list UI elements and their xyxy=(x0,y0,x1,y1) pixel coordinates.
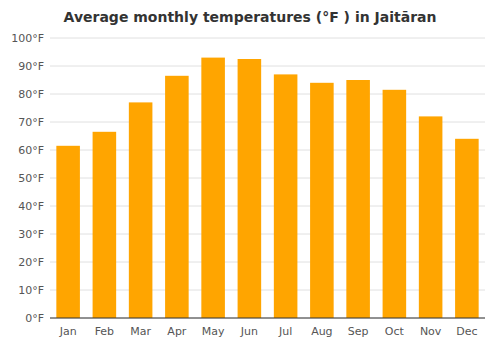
x-tick-label: Feb xyxy=(95,325,114,338)
y-tick-label: 70°F xyxy=(18,116,44,129)
grid-line xyxy=(50,38,485,39)
x-tick-label: Apr xyxy=(167,325,187,338)
y-tick-label: 80°F xyxy=(18,88,44,101)
grid-line xyxy=(50,66,485,67)
bar xyxy=(310,83,334,318)
y-tick-label: 40°F xyxy=(18,200,44,213)
x-tick-label: Nov xyxy=(420,325,442,338)
y-tick-label: 100°F xyxy=(11,32,44,45)
y-tick-label: 90°F xyxy=(18,60,44,73)
x-tick-label: May xyxy=(202,325,225,338)
bar xyxy=(201,58,225,318)
x-tick-label: Jun xyxy=(240,325,258,338)
bar xyxy=(93,132,117,318)
y-grid xyxy=(50,38,485,318)
x-tick-label: Jul xyxy=(278,325,292,338)
chart: 0°F 10°F 20°F 30°F 40°F 50°F 60°F 70°F 80°F 90°F 1… xyxy=(0,0,500,350)
x-axis-line xyxy=(50,318,485,319)
y-tick-label: 0°F xyxy=(25,312,44,325)
x-tick-label: Oct xyxy=(385,325,405,338)
x-tick-label: Jan xyxy=(59,325,77,338)
y-tick-label: 30°F xyxy=(18,228,44,241)
bar xyxy=(346,80,370,318)
grid-line xyxy=(50,318,485,319)
y-tick-label: 10°F xyxy=(18,284,44,297)
bar xyxy=(419,116,443,318)
y-tick-label: 60°F xyxy=(18,144,44,157)
bar xyxy=(383,90,407,318)
y-tick-label: 50°F xyxy=(18,172,44,185)
bar xyxy=(56,146,80,318)
bar xyxy=(129,102,153,318)
title: Average monthly temperatures (°F ) in Ja… xyxy=(64,9,437,25)
chart-container: 0°F 10°F 20°F 30°F 40°F 50°F 60°F 70°F 80°F 90°F 1… xyxy=(0,0,500,350)
bars xyxy=(56,58,478,318)
x-tick-label: Aug xyxy=(311,325,332,338)
x-tick-label: Sep xyxy=(348,325,369,338)
bar xyxy=(165,76,189,318)
x-tick-labels: Jan Feb Mar Apr May Jun Jul Aug Sep Oct Nov Dec xyxy=(59,325,478,338)
grid-line xyxy=(50,94,485,95)
bar xyxy=(455,139,479,318)
y-tick-labels: 0°F 10°F 20°F 30°F 40°F 50°F 60°F 70°F 80°F 90°F 1… xyxy=(11,32,44,325)
x-tick-label: Dec xyxy=(456,325,477,338)
y-tick-label: 20°F xyxy=(18,256,44,269)
x-tick-label: Mar xyxy=(130,325,151,338)
bar xyxy=(238,59,262,318)
bar xyxy=(274,74,298,318)
